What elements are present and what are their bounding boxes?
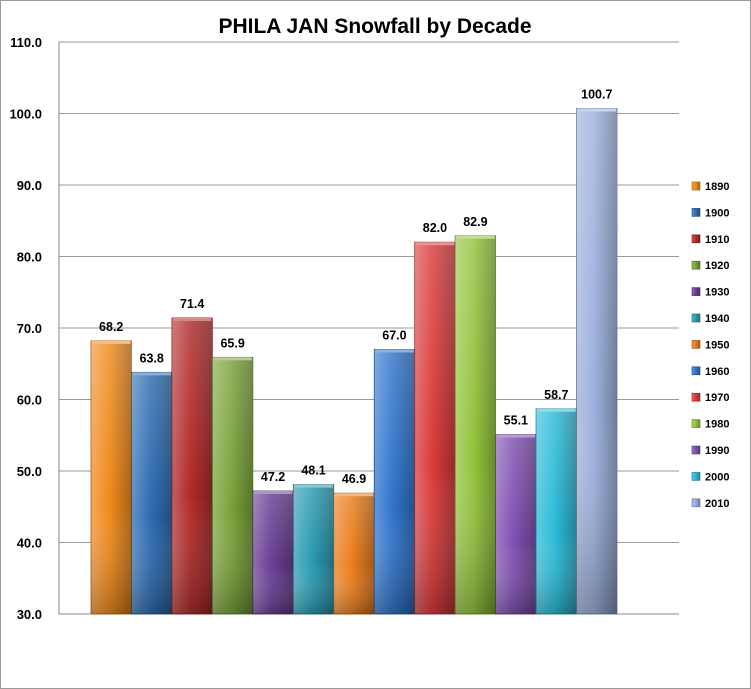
legend-label-1910: 1910 [705, 234, 729, 246]
bars [90, 108, 618, 615]
y-tick-label: 70.0 [17, 321, 42, 336]
legend-swatch-1980 [691, 419, 701, 428]
legend-label-1970: 1970 [705, 392, 729, 404]
legend-swatch-1960 [691, 366, 701, 376]
y-tick-label: 80.0 [17, 250, 42, 265]
bar-shading-1890 [91, 340, 132, 614]
y-tick-label: 110.0 [10, 35, 42, 50]
bar-shading-1940 [293, 484, 334, 614]
legend-swatch-1950 [691, 340, 701, 349]
data-labels: 68.2 63.8 71.4 65.9 47.2 48.1 46.9 67.0 82.0 82.9… [99, 87, 612, 486]
y-tick-label: 50.0 [17, 464, 42, 479]
bar-cap-2000 [537, 408, 576, 412]
legend-label-2010: 2010 [705, 498, 729, 510]
bar-shading-1960 [374, 349, 415, 614]
bar-cap-1910 [172, 317, 212, 321]
legend-swatch-2010 [691, 498, 701, 508]
data-label-2000: 58.7 [544, 388, 568, 402]
legend-swatch-1990 [691, 445, 701, 455]
legend-label-1920: 1920 [705, 260, 729, 272]
y-tick-label: 30.0 [17, 607, 42, 622]
legend-label-1900: 1900 [705, 207, 729, 219]
bar-shading-1920 [212, 357, 253, 614]
legend-swatch-1940 [691, 313, 701, 323]
bar-shading-1950 [333, 493, 375, 614]
bar-cap-1990 [496, 434, 536, 438]
data-label-1930: 47.2 [261, 470, 285, 484]
legend-label-1950: 1950 [705, 339, 729, 351]
legend-swatch-1910 [691, 234, 701, 244]
y-tick-label: 90.0 [17, 178, 42, 193]
bar-cap-1900 [132, 372, 171, 376]
bar-shading-1910 [171, 317, 213, 614]
bar-cap-1960 [375, 349, 414, 353]
legend-swatch-2000 [691, 472, 701, 481]
bar-shading-1930 [252, 491, 294, 614]
data-label-1950: 46.9 [342, 472, 366, 486]
bar-shading-1900 [131, 372, 172, 614]
bar-cap-1970 [415, 242, 455, 246]
data-label-1980: 82.9 [463, 215, 487, 229]
y-axis-ticks: 30.0 40.0 50.0 60.0 70.0 80.0 90.0 100.0 110.0 [9, 35, 42, 622]
legend-label-1940: 1940 [705, 313, 729, 325]
bar-shading-1970 [414, 242, 456, 614]
y-tick-label: 100.0 [9, 107, 42, 122]
legend-swatch-1920 [691, 260, 701, 270]
data-label-1990: 55.1 [504, 414, 528, 428]
data-label-1960: 67.0 [382, 328, 406, 342]
data-label-1940: 48.1 [301, 464, 325, 478]
bar-cap-1940 [294, 484, 333, 488]
bar-cap-1930 [253, 491, 293, 495]
legend-label-2000: 2000 [705, 471, 729, 483]
data-label-2010: 100.7 [581, 87, 612, 101]
bar-cap-2010 [577, 108, 616, 112]
legend-label-1990: 1990 [705, 445, 729, 457]
bar-shading-2000 [536, 408, 577, 614]
bar-shading-1990 [495, 434, 537, 614]
legend-swatch-1930 [691, 287, 701, 296]
legend-label-1980: 1980 [705, 419, 729, 431]
legend-swatch-1970 [691, 392, 701, 402]
legend-label-1960: 1960 [705, 366, 729, 378]
legend-label-1890: 1890 [705, 181, 729, 193]
bar-cap-1890 [92, 340, 131, 344]
legend-swatch-1900 [691, 208, 701, 217]
data-label-1920: 65.9 [220, 336, 244, 350]
bar-shading-2010 [576, 108, 617, 615]
data-label-1900: 63.8 [140, 351, 164, 365]
data-label-1890: 68.2 [99, 320, 123, 334]
legend: 1890 1900 1910 1920 1930 1940 1950 1960 1970 1980… [691, 181, 729, 510]
legend-label-1930: 1930 [705, 287, 729, 299]
bar-shading-1980 [455, 235, 496, 614]
legend-swatch-1890 [691, 181, 701, 191]
chart-title: PHILA JAN Snowfall by Decade [218, 15, 531, 38]
bar-cap-1950 [334, 493, 374, 497]
bar-cap-1920 [213, 357, 252, 361]
y-tick-label: 60.0 [17, 393, 42, 408]
data-label-1970: 82.0 [423, 221, 447, 235]
data-label-1910: 71.4 [180, 297, 204, 311]
y-tick-label: 40.0 [17, 536, 42, 551]
bar-cap-1980 [456, 235, 495, 239]
